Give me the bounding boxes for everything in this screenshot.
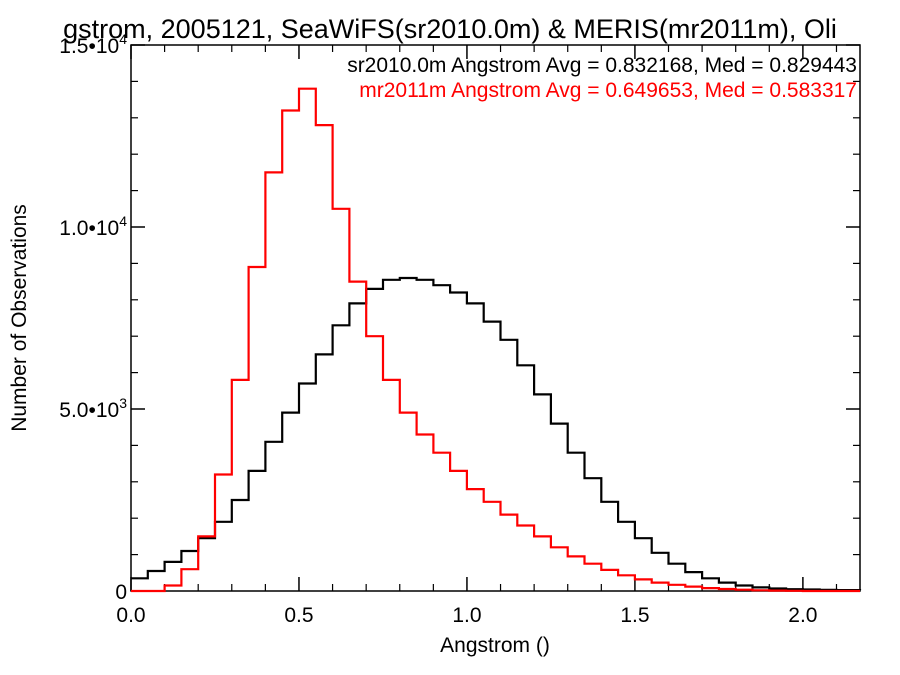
tick-marks	[130, 44, 860, 592]
series-lines	[131, 87, 862, 593]
series-annotation-mr2011: mr2011m Angstrom Avg = 0.649653, Med = 0…	[359, 79, 857, 102]
series-line-mr2011m	[131, 87, 860, 593]
y-axis-label: Number of Observations	[8, 204, 31, 432]
x-axis-label: Angstrom ()	[440, 634, 550, 657]
y-tick-label: 1.0•104	[59, 213, 127, 240]
x-tick-labels: 0.0 0.5 1.0 1.5 2.0	[116, 604, 817, 627]
y-tick-label: 1.5•104	[59, 31, 127, 58]
x-tick-label: 2.0	[788, 604, 817, 627]
chart-title: gstrom, 2005121, SeaWiFS(sr2010.0m) & ME…	[63, 14, 837, 44]
x-tick-label: 1.5	[620, 604, 649, 627]
series-line-sr2010.0m	[131, 276, 862, 592]
plot-frame	[130, 44, 861, 592]
y-tick-label: 5.0•103	[59, 395, 127, 422]
x-tick-label: 1.0	[452, 604, 481, 627]
x-tick-label: 0.5	[284, 604, 313, 627]
series-annotation-sr2010: sr2010.0m Angstrom Avg = 0.832168, Med =…	[347, 54, 857, 77]
y-tick-labels: 0 5.0•103 1.0•104 1.5•104	[59, 31, 127, 604]
x-tick-label: 0.0	[116, 604, 145, 627]
y-tick-label: 0	[115, 581, 127, 604]
